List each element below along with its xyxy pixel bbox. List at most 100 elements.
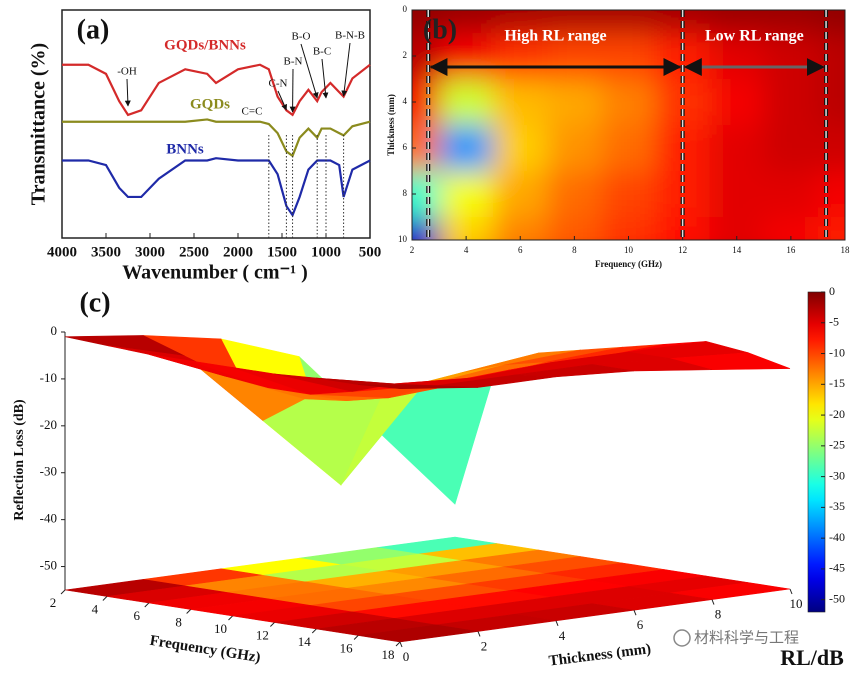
x-tick-label: 4000: [47, 244, 77, 260]
heatmap-cell: [439, 10, 495, 34]
x-tick: [270, 622, 275, 627]
heatmap-cell: [547, 171, 603, 218]
y-tick: [399, 641, 403, 648]
panel-label: (c): [79, 287, 110, 318]
annotation: C-N: [269, 78, 288, 90]
plot-frame: [61, 9, 371, 239]
y-tick-label: 6: [637, 617, 644, 632]
x-tick-label: 3000: [135, 244, 165, 260]
x-tick: [228, 615, 233, 621]
heatmap-cell: [763, 171, 819, 218]
annotation-arrow: [277, 90, 287, 111]
heatmap-cell: [547, 79, 603, 126]
heatmap-cell: [817, 171, 845, 218]
y-axis-label: Transmittance (%): [28, 43, 50, 205]
heatmap-cell: [709, 217, 765, 240]
series-line: [62, 63, 371, 117]
x-tick: [60, 589, 66, 595]
y-tick: [633, 610, 637, 616]
annotation: B-C: [313, 46, 331, 58]
z-tick-label: -40: [40, 511, 57, 526]
x-tick-label: 16: [340, 640, 354, 655]
x-tick-label: 2: [410, 245, 415, 255]
heatmap-cell: [439, 171, 495, 218]
z-tick-label: -50: [40, 558, 57, 573]
watermark: 材料科学与工程: [694, 629, 799, 647]
heatmap-cell: [547, 125, 603, 172]
x-tick: [353, 635, 359, 640]
heatmap-cell: [709, 10, 765, 34]
x-tick: [395, 641, 401, 647]
y-tick-label: 6: [403, 142, 408, 152]
y-tick-label: 10: [790, 596, 803, 611]
surface-cell: [358, 384, 479, 389]
heatmap-cell: [439, 125, 495, 172]
annotation: B-N: [284, 56, 303, 68]
heatmap-cell: [493, 171, 549, 218]
series-line: [62, 118, 371, 158]
heatmap-cell: [763, 217, 819, 240]
heatmap-cell: [601, 217, 657, 240]
heatmap-cell: [763, 125, 819, 172]
heatmap-cell: [709, 79, 765, 126]
annotation-arrow: [341, 42, 351, 97]
x-axis-label: Frequency (GHz): [595, 259, 662, 269]
z-tick-label: 0: [51, 323, 58, 338]
heatmap-cell: [547, 217, 603, 240]
z-axis-label: Reflection Loss (dB): [12, 399, 27, 521]
y-tick: [711, 599, 715, 605]
colorbar-tick-label: -5: [829, 315, 839, 329]
x-tick-label: 12: [678, 245, 687, 255]
y-tick-label: 2: [481, 638, 488, 653]
x-tick-label: 500: [359, 244, 382, 260]
heatmap-cell: [709, 171, 765, 218]
x-tick-label: 8: [175, 614, 182, 629]
panel-label: (b): [423, 14, 457, 45]
x-tick-label: 2: [50, 595, 57, 610]
heatmap-cell: [439, 79, 495, 126]
annotation: C=C: [242, 106, 263, 118]
colorbar-tick-label: -30: [829, 468, 845, 482]
annotation: B-O: [292, 31, 311, 43]
x-tick-label: 18: [841, 245, 851, 255]
x-tick-label: 4: [464, 245, 469, 255]
z-tick-label: -30: [40, 464, 57, 479]
colorbar-tick-label: -20: [829, 407, 845, 421]
series-label: GQDs: [190, 96, 230, 112]
x-tick-label: 1000: [311, 244, 341, 260]
heatmap-cell: [493, 125, 549, 172]
heatmap-cell: [412, 217, 441, 240]
annotation: B-N-B: [335, 30, 365, 42]
x-tick-label: 2000: [223, 244, 253, 260]
heatmap-cell: [493, 10, 549, 34]
x-tick: [186, 609, 191, 614]
x-tick: [102, 596, 108, 601]
y-tick-label: 0: [403, 4, 408, 14]
x-tick-label: 1500: [267, 244, 297, 260]
heatmap-cell: [763, 10, 819, 34]
z-tick-label: -20: [40, 417, 57, 432]
watermark-icon: [673, 629, 691, 647]
y-tick-label: 8: [715, 607, 722, 622]
annotation-arrow: [300, 43, 319, 99]
heatmap-cell: [412, 171, 441, 218]
x-tick-label: 10: [624, 245, 634, 255]
annotation-arrow: [321, 58, 329, 99]
x-tick: [144, 602, 150, 608]
heatmap-cell: [601, 125, 657, 172]
series-label: GQDs/BNNs: [164, 37, 246, 53]
heatmap-cell: [412, 10, 441, 34]
x-tick: [311, 628, 317, 634]
y-tick-label: 2: [403, 50, 408, 60]
y-tick-label: 0: [403, 649, 410, 664]
x-tick-label: 16: [786, 245, 796, 255]
heatmap-cell: [439, 217, 495, 240]
x-tick-label: 10: [214, 621, 227, 636]
range-label: Low RL range: [705, 28, 804, 45]
y-tick: [789, 588, 793, 595]
heatmap-cell: [601, 171, 657, 218]
y-tick: [555, 620, 559, 626]
y-tick-label: 10: [398, 234, 408, 244]
